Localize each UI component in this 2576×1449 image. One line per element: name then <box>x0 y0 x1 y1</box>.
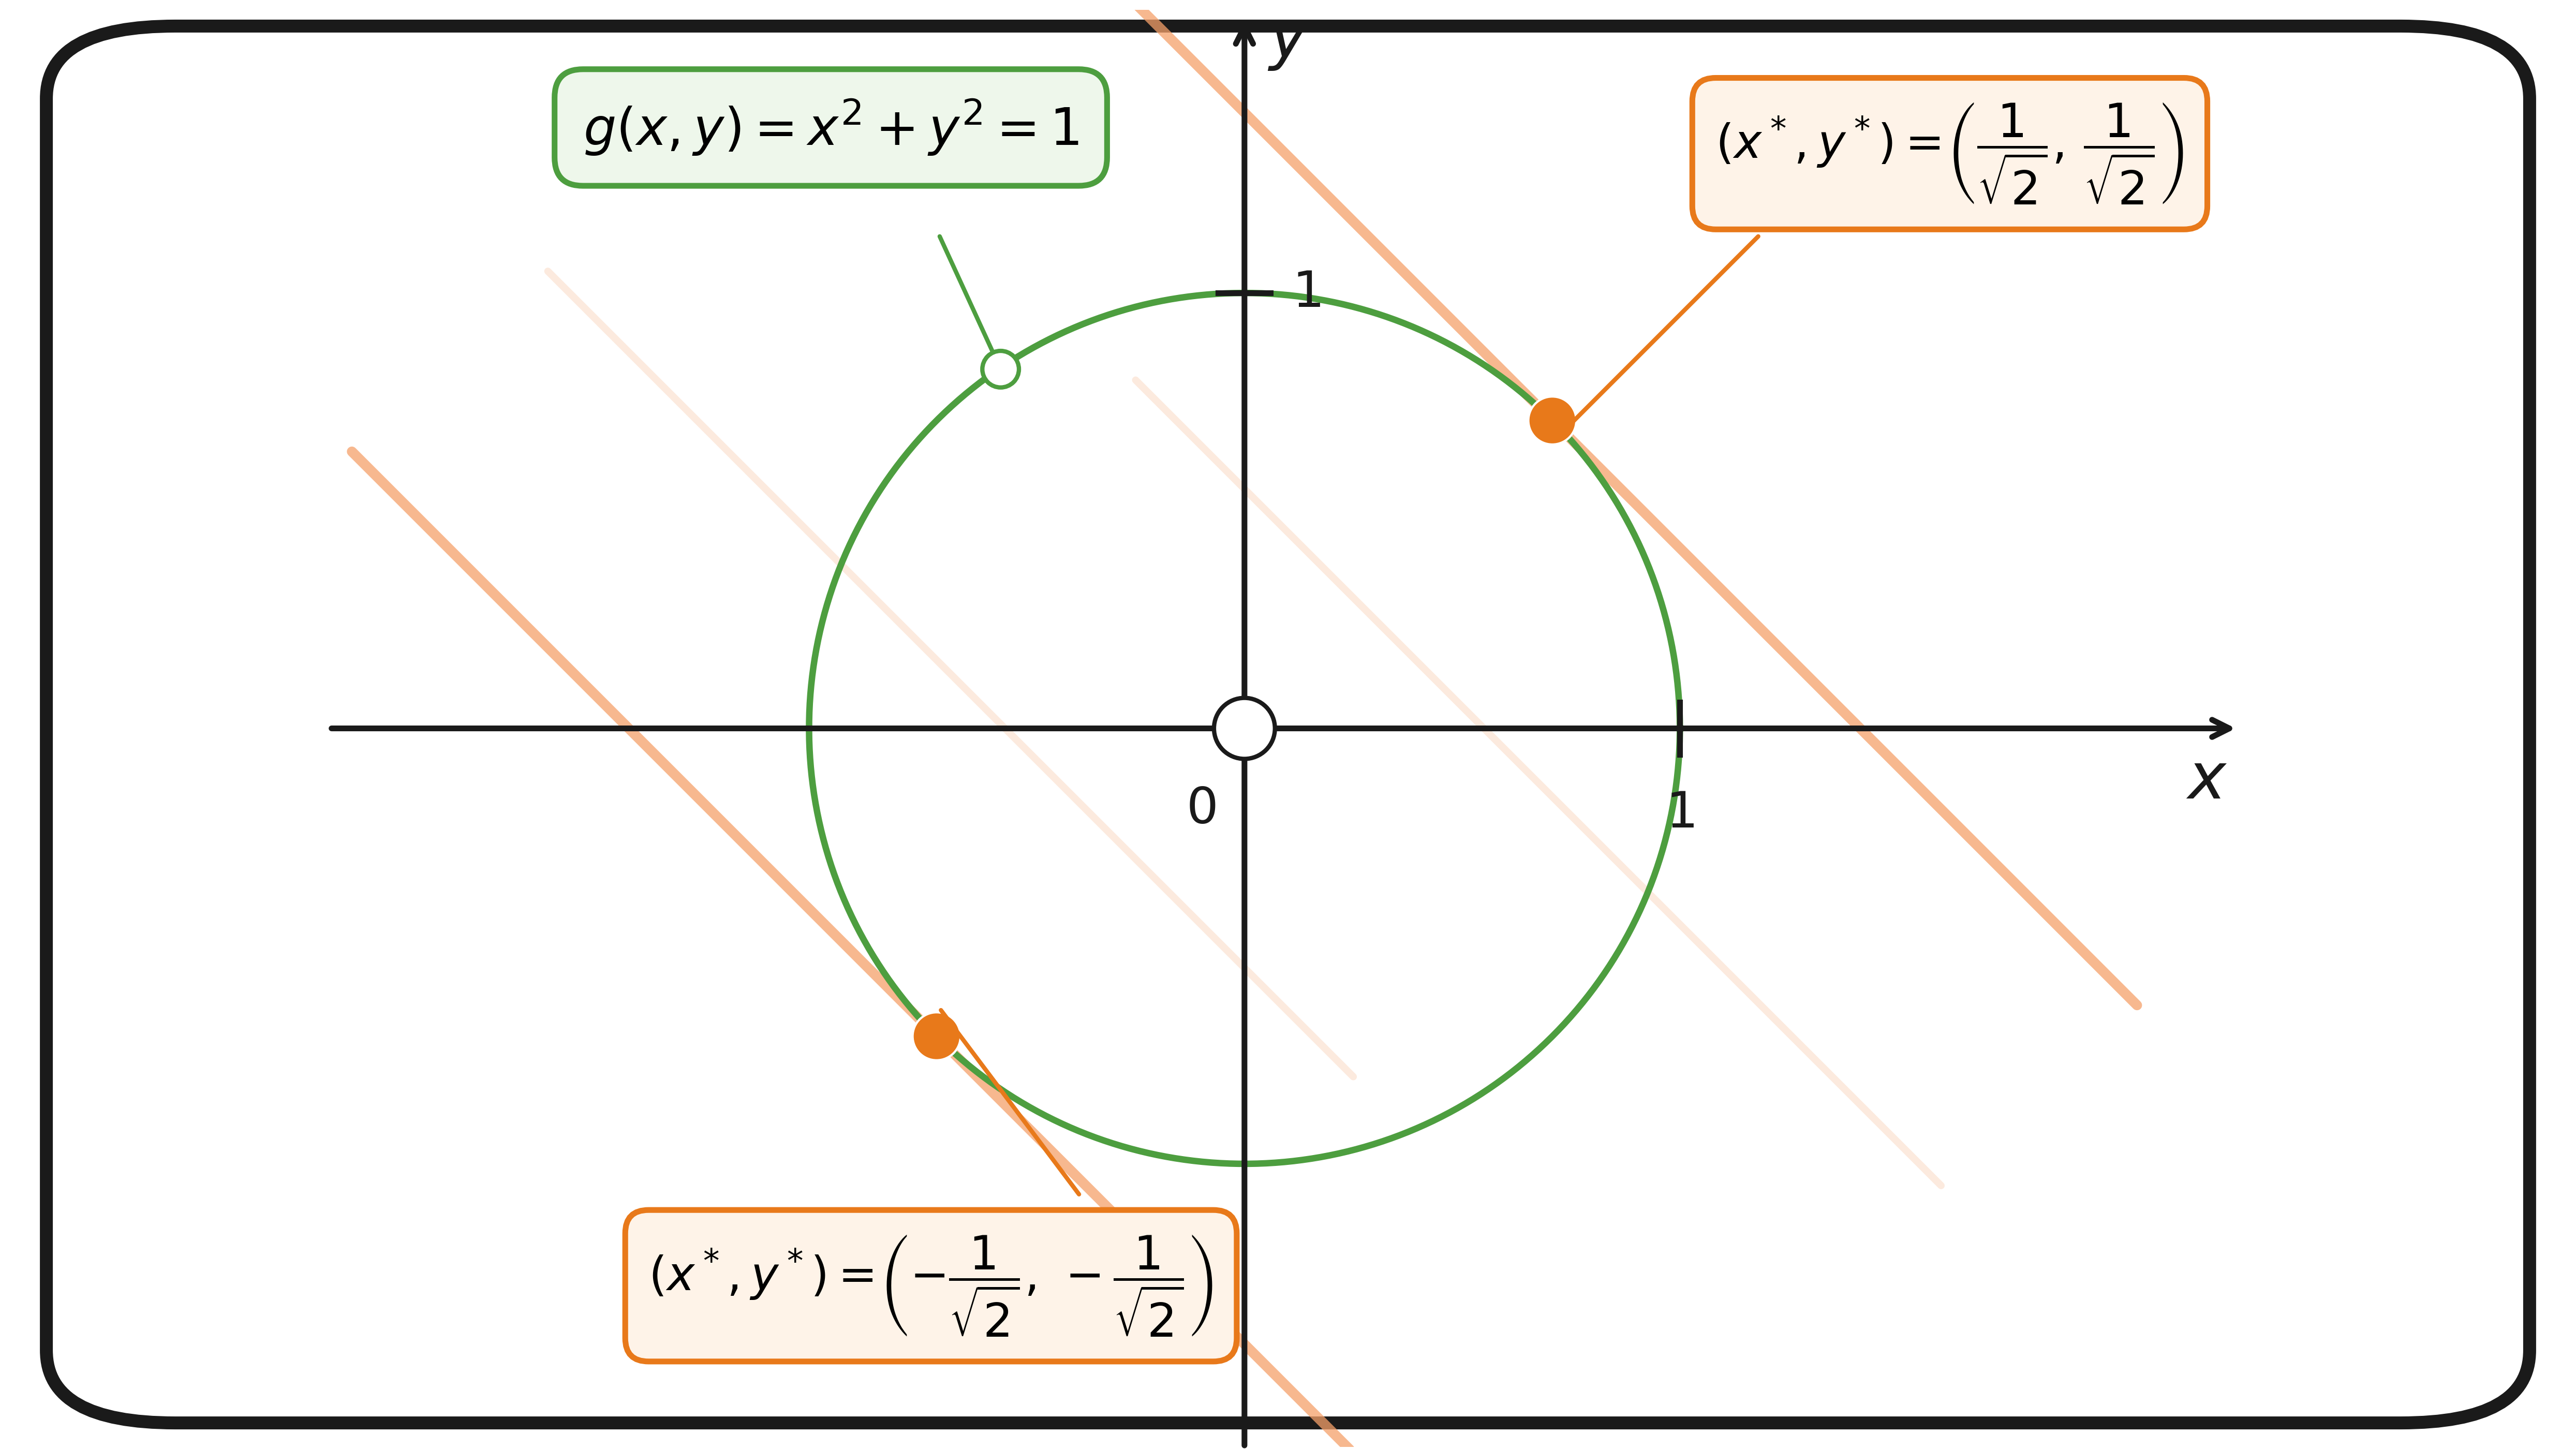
Text: $(x^*, y^*) = \!\left(\dfrac{1}{\sqrt{2}},\, \dfrac{1}{\sqrt{2}}\right)$: $(x^*, y^*) = \!\left(\dfrac{1}{\sqrt{2}… <box>1716 101 2184 206</box>
Text: $0$: $0$ <box>1185 785 1216 833</box>
Circle shape <box>1528 397 1577 445</box>
Circle shape <box>981 351 1020 387</box>
Circle shape <box>912 1013 961 1061</box>
Text: $y$: $y$ <box>1267 9 1309 72</box>
Text: $g(x,y) = x^2 + y^2 = 1$: $g(x,y) = x^2 + y^2 = 1$ <box>582 97 1079 158</box>
Text: $1$: $1$ <box>1667 790 1695 838</box>
Circle shape <box>1213 698 1275 759</box>
Text: $(x^*, y^*) = \!\left(-\dfrac{1}{\sqrt{2}},\, -\dfrac{1}{\sqrt{2}}\right)$: $(x^*, y^*) = \!\left(-\dfrac{1}{\sqrt{2… <box>649 1233 1213 1337</box>
Text: $1$: $1$ <box>1293 268 1321 317</box>
Text: $x$: $x$ <box>2187 749 2228 811</box>
